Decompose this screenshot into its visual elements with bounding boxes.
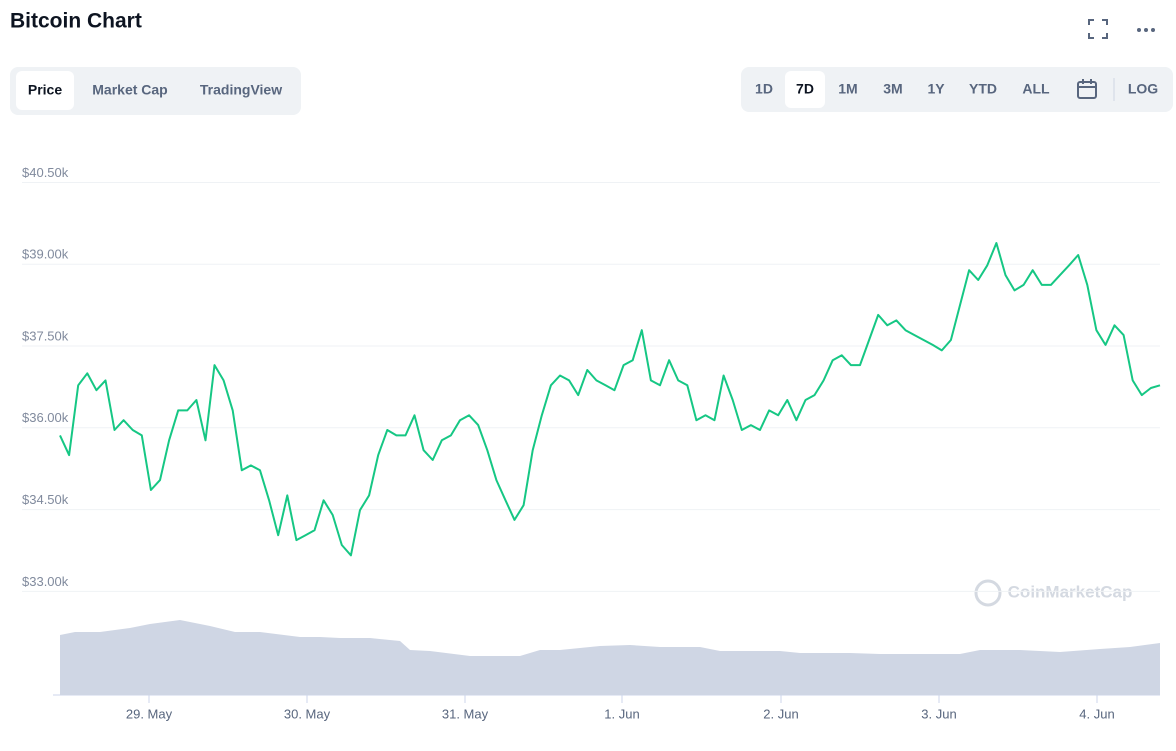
range-button[interactable]: YTD xyxy=(969,81,997,97)
x-tick-label: 4. Jun xyxy=(1079,706,1114,721)
x-tick-label: 31. May xyxy=(442,706,489,721)
y-tick-label: $37.50k xyxy=(22,328,69,343)
y-tick-label: $40.50k xyxy=(22,165,69,180)
tab[interactable]: TradingView xyxy=(200,82,282,98)
watermark-logo xyxy=(974,579,1002,607)
x-tick-label: 2. Jun xyxy=(763,706,798,721)
tab[interactable]: Market Cap xyxy=(92,82,167,98)
range-button[interactable]: ALL xyxy=(1022,81,1050,97)
page-title: Bitcoin Chart xyxy=(10,10,142,33)
y-tick-label: $36.00k xyxy=(22,410,69,425)
log-button[interactable]: LOG xyxy=(1128,81,1158,97)
volume-area xyxy=(60,620,1160,695)
range-button[interactable]: 1D xyxy=(755,81,773,97)
range-button[interactable]: 3M xyxy=(883,81,902,97)
y-tick-label: $34.50k xyxy=(22,492,69,507)
calendar-icon[interactable] xyxy=(1077,79,1097,99)
more-icon[interactable] xyxy=(1137,28,1155,32)
x-tick-label: 30. May xyxy=(284,706,331,721)
fullscreen-icon[interactable] xyxy=(1088,19,1108,39)
price-line xyxy=(59,242,1161,557)
range-group xyxy=(741,67,1173,112)
range-button[interactable]: 1Y xyxy=(927,81,945,97)
range-button[interactable]: 1M xyxy=(838,81,857,97)
active-tab xyxy=(16,71,74,110)
y-tick-label: $33.00k xyxy=(22,574,69,589)
range-button[interactable]: 7D xyxy=(796,81,814,97)
watermark: CoinMarketCap xyxy=(1008,582,1133,601)
x-tick-label: 29. May xyxy=(126,706,173,721)
y-tick-label: $39.00k xyxy=(22,247,69,262)
tab[interactable]: Price xyxy=(28,82,62,98)
active-range xyxy=(785,71,825,108)
tab-group xyxy=(10,67,301,115)
x-tick-label: 3. Jun xyxy=(921,706,956,721)
x-tick-label: 1. Jun xyxy=(604,706,639,721)
